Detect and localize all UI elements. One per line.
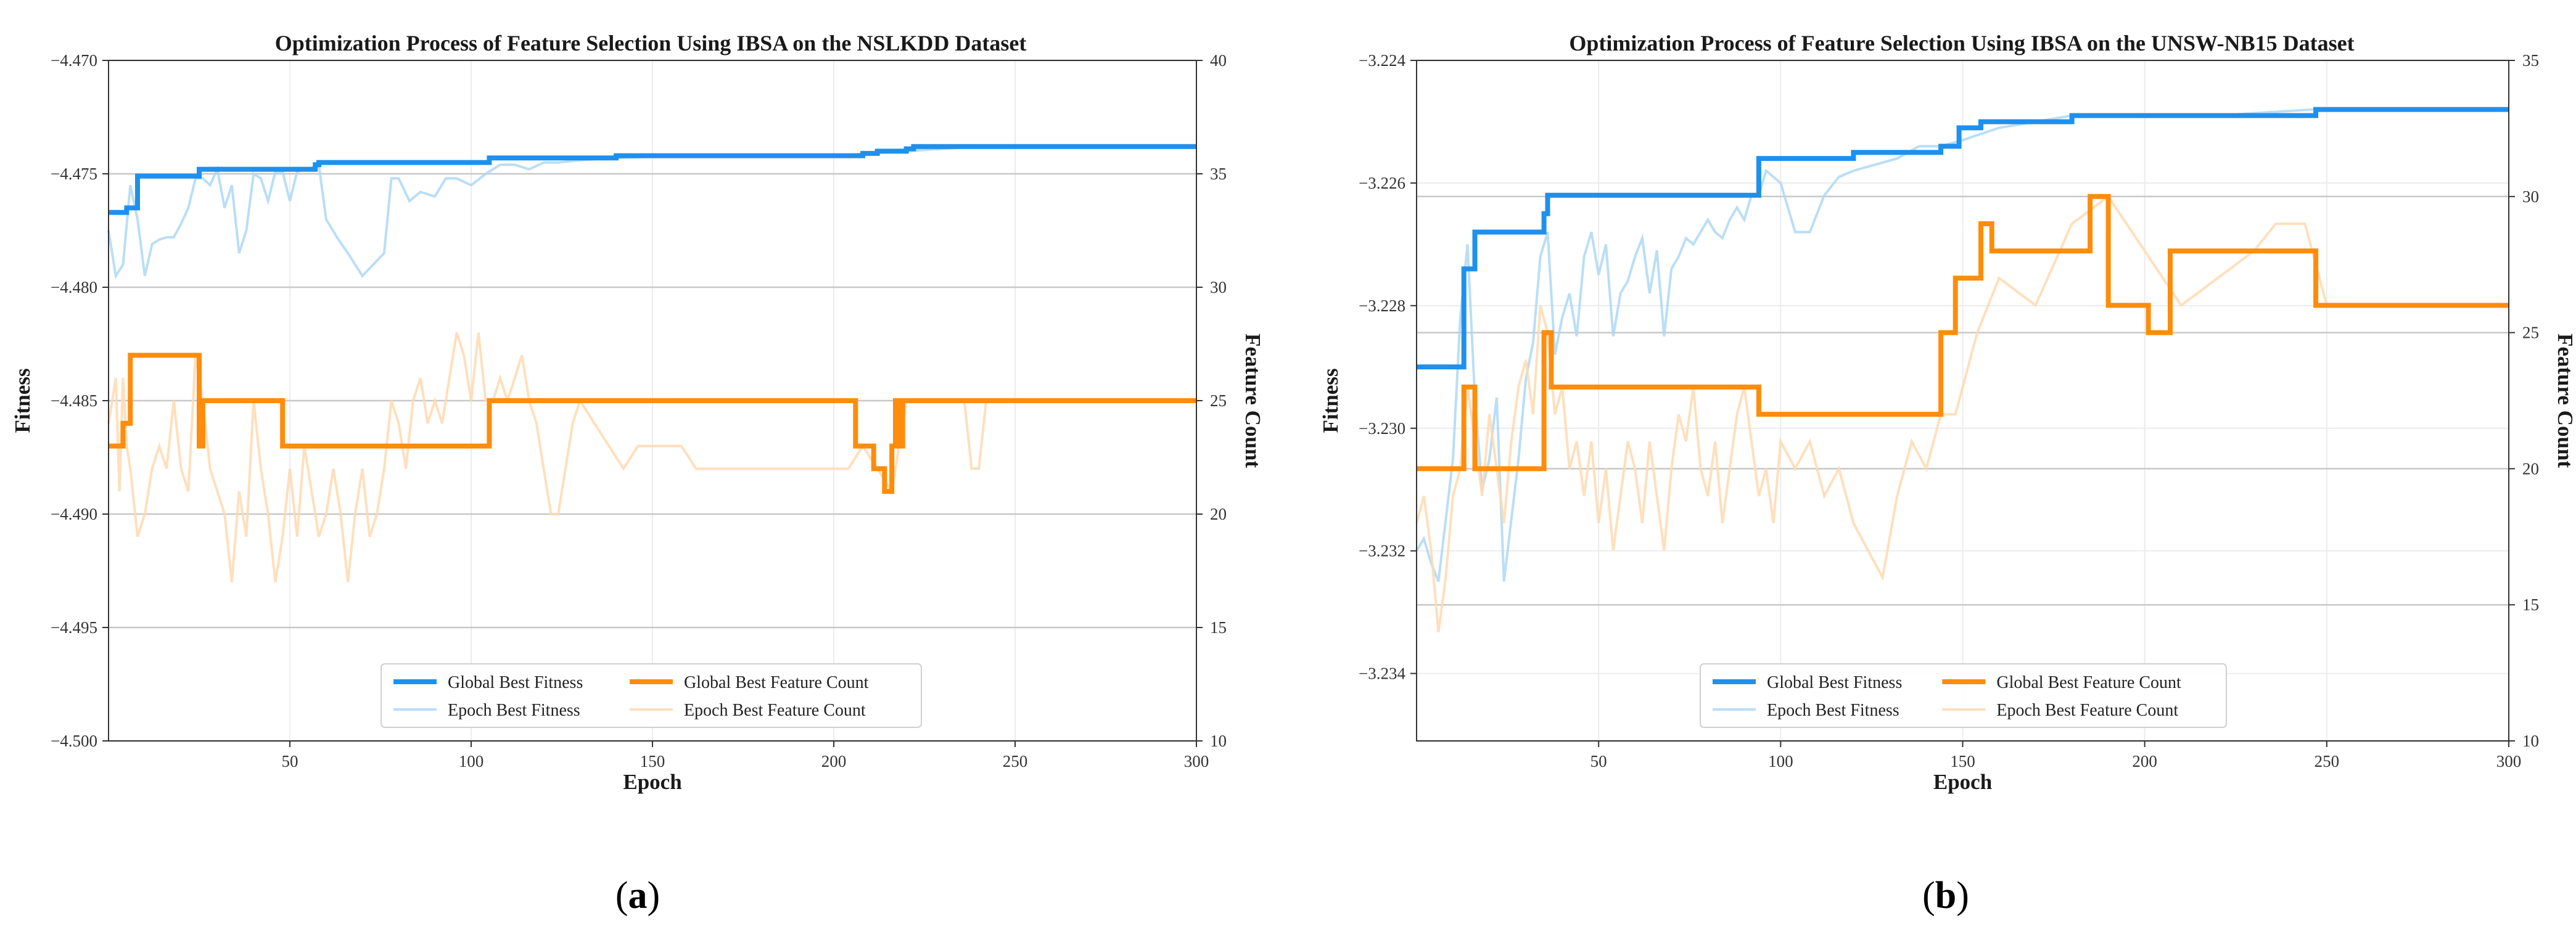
y-left-tick-label: −4.500	[51, 732, 97, 750]
y-left-axis-label: Fitness	[1319, 369, 1343, 433]
series-line-epoch-best-feature-count	[1415, 194, 2509, 632]
y-right-tick-label: 40	[1210, 51, 1227, 70]
y-right-tick-label: 15	[1210, 618, 1227, 637]
y-left-tick-label: −3.224	[1359, 51, 1405, 70]
y-left-tick-label: −4.475	[51, 165, 97, 183]
y-right-tick-label: 30	[1210, 278, 1227, 296]
y-left-tick-label: −4.480	[51, 278, 97, 296]
series-line-global-best-feature-count	[109, 353, 1196, 494]
chart-title: Optimization Process of Feature Selectio…	[275, 31, 1027, 55]
x-tick-label: 150	[1950, 752, 1975, 771]
x-tick-label: 50	[282, 752, 298, 771]
x-tick-label: 250	[1003, 752, 1028, 771]
legend-entry-label: Global Best Fitness	[448, 673, 583, 692]
x-tick-label: 250	[2315, 752, 2340, 771]
y-right-tick-label: 10	[1210, 732, 1227, 750]
y-left-tick-label: −3.232	[1359, 542, 1405, 560]
legend-entry-label: Epoch Best Fitness	[448, 701, 580, 720]
chart-panel-b: 50 100 150 200 250 300 −3.234 −3.232 −3.230 −3.22…	[1319, 31, 2576, 794]
legend: Global Best Fitness Global Best Feature C…	[1700, 663, 2227, 728]
y-left-tick-label: −4.485	[51, 391, 97, 410]
legend-entry-label: Epoch Best Feature Count	[684, 701, 866, 720]
series-line-epoch-best-feature-count	[107, 332, 1196, 582]
legend-entry-label: Global Best Feature Count	[684, 673, 869, 692]
chart-panel-a: 50 100 150 200 250 300 −4.500 −4.495 −4.490 −4.48…	[10, 31, 1265, 794]
legend-entry-label: Epoch Best Feature Count	[1996, 701, 2178, 720]
y-left-tick-label: −3.228	[1359, 296, 1405, 315]
y-right-tick-label: 30	[2522, 187, 2539, 206]
x-axis-label: Epoch	[623, 770, 681, 794]
x-tick-label: 300	[1184, 752, 1209, 771]
series-line-global-best-feature-count	[1417, 194, 2509, 472]
x-tick-label: 150	[640, 752, 665, 771]
y-right-tick-label: 25	[1210, 391, 1227, 410]
x-tick-label: 50	[1590, 752, 1607, 771]
caption-a: (a)	[615, 875, 660, 917]
y-left-axis-label: Fitness	[10, 369, 35, 433]
caption-b: (b)	[1922, 875, 1969, 917]
y-left-tick-label: −4.470	[51, 51, 97, 70]
y-left-tick-label: −4.495	[51, 618, 97, 637]
y-right-tick-label: 15	[2522, 595, 2539, 614]
series-line-global-best-fitness	[109, 144, 1196, 215]
legend-entry-label: Global Best Fitness	[1767, 673, 1902, 692]
y-left-tick-label: −3.226	[1359, 174, 1405, 192]
x-axis-label: Epoch	[1933, 770, 1992, 794]
y-right-axis-label: Feature Count	[2553, 333, 2576, 468]
y-right-tick-label: 20	[2522, 459, 2539, 478]
y-left-tick-label: −4.490	[51, 505, 97, 523]
y-right-tick-label: 35	[1210, 165, 1227, 183]
x-tick-label: 200	[2132, 752, 2157, 771]
y-left-tick-label: −3.230	[1359, 419, 1405, 438]
x-tick-label: 300	[2496, 752, 2522, 771]
x-tick-label: 200	[821, 752, 847, 771]
y-left-tick-label: −3.234	[1359, 664, 1405, 683]
series-line-epoch-best-fitness	[1415, 108, 2509, 582]
y-right-axis-label: Feature Count	[1241, 333, 1265, 468]
legend-box	[381, 663, 922, 728]
y-right-tick-label: 20	[1210, 505, 1227, 523]
chart-title: Optimization Process of Feature Selectio…	[1569, 31, 2354, 55]
y-right-tick-label: 25	[2522, 324, 2539, 342]
series-line-global-best-fitness	[1417, 107, 2509, 370]
x-tick-label: 100	[1768, 752, 1793, 771]
legend-entry-label: Global Best Feature Count	[1996, 673, 2181, 692]
y-right-tick-label: 35	[2522, 51, 2539, 70]
y-right-tick-label: 10	[2522, 732, 2539, 750]
legend-box	[1700, 663, 2227, 728]
legend: Global Best Fitness Global Best Feature C…	[381, 663, 922, 728]
x-tick-label: 100	[459, 752, 484, 771]
legend-entry-label: Epoch Best Fitness	[1767, 701, 1899, 720]
